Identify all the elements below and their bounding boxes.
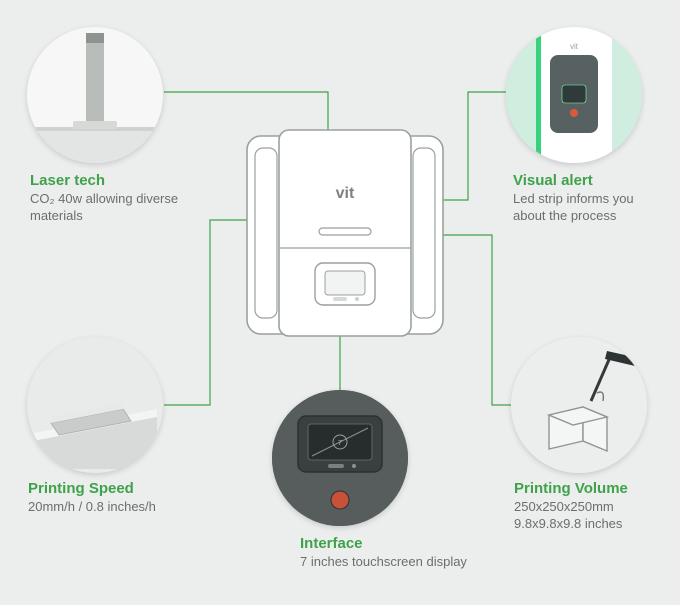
label-visual-desc: Led strip informs you about the process <box>513 191 634 225</box>
label-interface-desc: 7 inches touchscreen display <box>300 554 467 571</box>
svg-text:vit: vit <box>570 42 579 51</box>
label-speed: Printing Speed 20mm/h / 0.8 inches/h <box>28 480 156 516</box>
printer-svg: vit <box>245 128 445 338</box>
svg-text:7: 7 <box>338 440 342 447</box>
circle-interface: 7 <box>272 390 408 526</box>
circle-visual: vit <box>506 27 642 163</box>
label-volume-title: Printing Volume <box>514 480 628 497</box>
svg-text:vit: vit <box>336 185 355 202</box>
label-volume: Printing Volume 250x250x250mm 9.8x9.8x9.… <box>514 480 628 533</box>
label-laser: Laser tech CO₂ 40w allowing diverse mate… <box>30 172 178 225</box>
label-volume-desc: 250x250x250mm 9.8x9.8x9.8 inches <box>514 499 628 533</box>
label-interface: Interface 7 inches touchscreen display <box>300 535 467 571</box>
circle-speed <box>27 337 163 473</box>
label-speed-desc: 20mm/h / 0.8 inches/h <box>28 499 156 516</box>
circle-volume <box>511 337 647 473</box>
label-laser-desc: CO₂ 40w allowing diverse materials <box>30 191 178 225</box>
circle-volume-art <box>511 337 647 473</box>
circle-interface-art: 7 <box>272 390 408 526</box>
infographic-stage: vit vit <box>0 0 680 605</box>
circle-speed-art <box>27 337 163 473</box>
circle-visual-art: vit <box>506 27 642 163</box>
label-laser-title: Laser tech <box>30 172 178 189</box>
circle-laser <box>27 27 163 163</box>
circle-laser-art <box>27 27 163 163</box>
label-visual: Visual alert Led strip informs you about… <box>513 172 634 225</box>
label-interface-title: Interface <box>300 535 467 552</box>
printer-illustration: vit <box>245 128 445 343</box>
label-speed-title: Printing Speed <box>28 480 156 497</box>
label-visual-title: Visual alert <box>513 172 634 189</box>
